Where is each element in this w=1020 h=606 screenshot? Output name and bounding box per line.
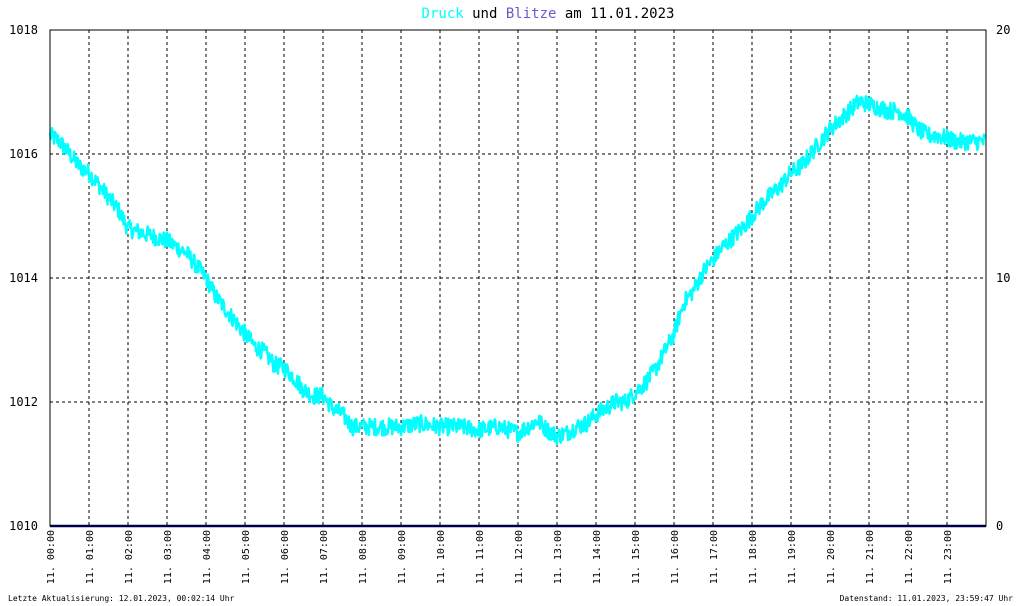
- footer-last-update: Letzte Aktualisierung: 12.01.2023, 00:02…: [8, 594, 235, 603]
- x-tick-label: 11. 08:00: [358, 530, 369, 584]
- x-tick-label: 11. 16:00: [670, 530, 681, 584]
- y-left-tick-label: 1012: [9, 395, 38, 409]
- x-tick-label: 11. 02:00: [124, 530, 135, 584]
- title-connector: und: [464, 6, 506, 22]
- y-left-tick-label: 1010: [9, 519, 38, 533]
- y-right-tick-label: 10: [996, 271, 1010, 285]
- x-tick-label: 11. 07:00: [319, 530, 330, 584]
- x-tick-label: 11. 18:00: [748, 530, 759, 584]
- x-tick-label: 11. 05:00: [241, 530, 252, 584]
- plot-frame: [49, 29, 987, 527]
- chart-title: Druck und Blitze am 11.01.2023: [422, 6, 675, 22]
- y-left-tick-label: 1016: [9, 147, 38, 161]
- x-tick-label: 11. 01:00: [85, 530, 96, 584]
- y-right-tick-label: 0: [996, 519, 1003, 533]
- x-tick-label: 11. 22:00: [904, 530, 915, 584]
- x-tick-labels: 11. 00:00 11. 01:00 11. 02:00 11. 03:00 11. …: [46, 530, 954, 584]
- x-tick-label: 11. 14:00: [592, 530, 603, 584]
- x-tick-label: 11. 00:00: [46, 530, 57, 584]
- y-left-tick-label: 1018: [9, 23, 38, 37]
- series-line-druck: [48, 94, 987, 446]
- x-tick-label: 11. 20:00: [826, 530, 837, 584]
- x-tick-label: 11. 19:00: [787, 530, 798, 584]
- x-tick-label: 11. 04:00: [202, 530, 213, 584]
- x-tick-label: 11. 12:00: [514, 530, 525, 584]
- y-right-tick-label: 20: [996, 23, 1010, 37]
- y-right-tick-labels: 0 10 20: [996, 23, 1010, 533]
- y-left-tick-label: 1014: [9, 271, 38, 285]
- x-tick-label: 11. 15:00: [631, 530, 642, 584]
- y-left-tick-labels: 1010 1012 1014 1016 1018: [9, 23, 38, 533]
- x-tick-label: 11. 09:00: [397, 530, 408, 584]
- x-tick-label: 11. 23:00: [943, 530, 954, 584]
- title-series1-word: Druck: [422, 6, 465, 22]
- x-tick-label: 11. 21:00: [865, 530, 876, 584]
- footer-data-status: Datenstand: 11.01.2023, 23:59:47 Uhr: [840, 594, 1014, 603]
- x-tick-label: 11. 11:00: [475, 530, 486, 584]
- x-tick-label: 11. 03:00: [163, 530, 174, 584]
- x-tick-label: 11. 10:00: [436, 530, 447, 584]
- title-series2-word: Blitze: [506, 6, 557, 22]
- x-tick-label: 11. 17:00: [709, 530, 720, 584]
- title-date: am 11.01.2023: [556, 6, 674, 22]
- x-tick-label: 11. 06:00: [280, 530, 291, 584]
- x-tick-label: 11. 13:00: [553, 530, 564, 584]
